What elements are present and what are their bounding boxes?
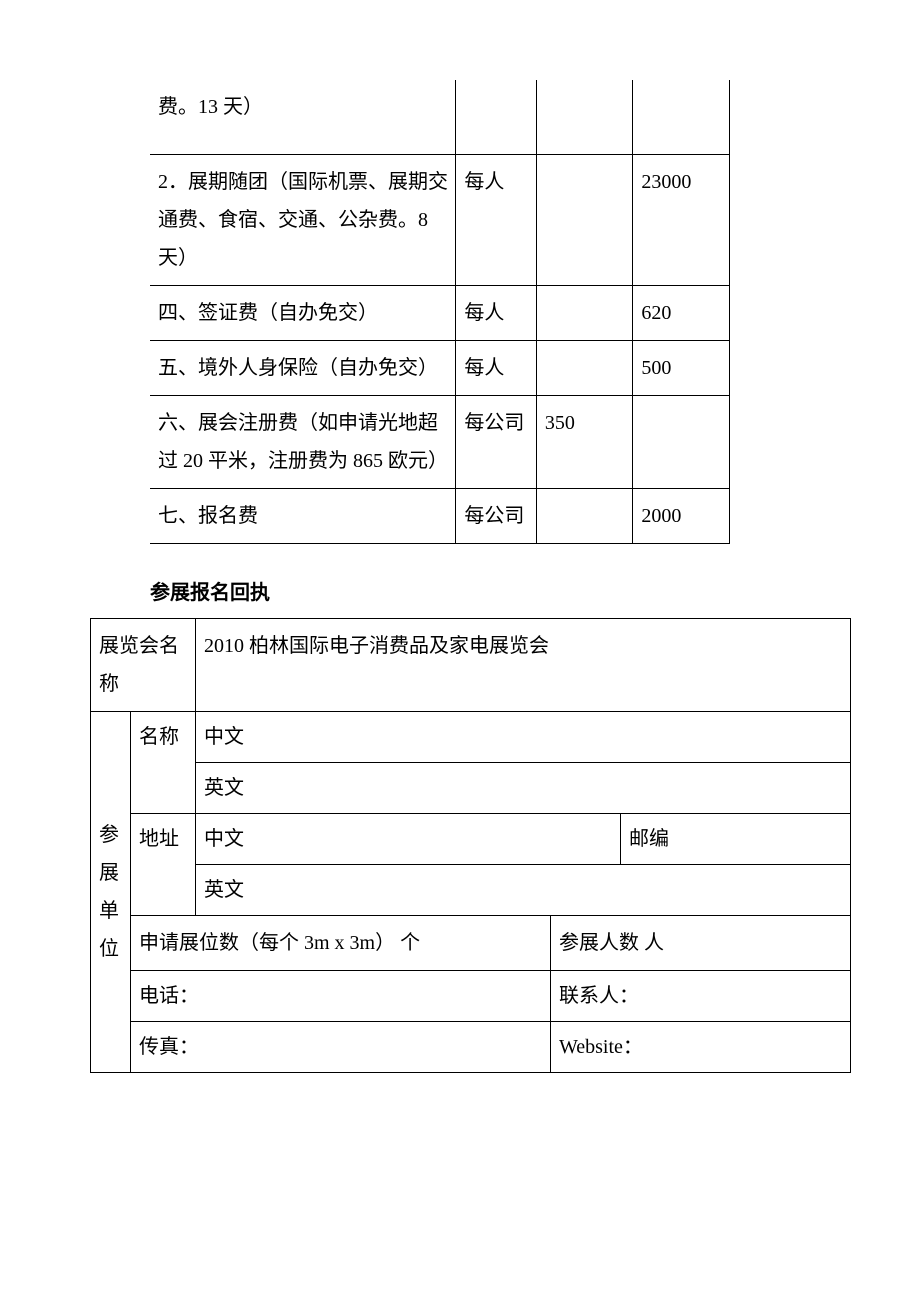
name-cn: 中文 bbox=[196, 712, 851, 763]
unit-label: 参展单位 bbox=[91, 712, 131, 1073]
exhibition-name: 2010 柏林国际电子消费品及家电展览会 bbox=[196, 619, 851, 712]
table-row: 四、签证费（自办免交） 每人 620 bbox=[150, 286, 730, 341]
table-row: 2．展期随团（国际机票、展期交通费、食宿、交通、公杂费。8 天） 每人 2300… bbox=[150, 155, 730, 286]
phone-label: 电话： bbox=[131, 971, 551, 1022]
fee-rmb: 500 bbox=[633, 341, 730, 396]
exhibition-label: 展览会名称 bbox=[91, 619, 196, 712]
fee-rmb: 2000 bbox=[633, 489, 730, 544]
addr-cn: 中文 bbox=[196, 814, 621, 865]
booth-apply: 申请展位数（每个 3m x 3m） 个 bbox=[131, 916, 551, 971]
contact-label: 联系人： bbox=[551, 971, 851, 1022]
postcode-label: 邮编 bbox=[621, 814, 851, 865]
fee-eur bbox=[536, 341, 633, 396]
table-row: 五、境外人身保险（自办免交） 每人 500 bbox=[150, 341, 730, 396]
fee-desc: 六、展会注册费（如申请光地超过 20 平米，注册费为 865 欧元） bbox=[150, 396, 456, 489]
addr-en: 英文 bbox=[196, 865, 851, 916]
website-label: Website： bbox=[551, 1022, 851, 1073]
fee-desc: 2．展期随团（国际机票、展期交通费、食宿、交通、公杂费。8 天） bbox=[150, 155, 456, 286]
fee-eur bbox=[536, 80, 633, 155]
fee-unit: 每公司 bbox=[456, 489, 536, 544]
attendees: 参展人数 人 bbox=[551, 916, 851, 971]
registration-form-table: 展览会名称 2010 柏林国际电子消费品及家电展览会 参展单位 名称 中文 英文… bbox=[90, 618, 851, 1073]
fee-eur: 350 bbox=[536, 396, 633, 489]
fee-rmb bbox=[633, 80, 730, 155]
fee-unit: 每人 bbox=[456, 155, 536, 286]
table-row: 六、展会注册费（如申请光地超过 20 平米，注册费为 865 欧元） 每公司 3… bbox=[150, 396, 730, 489]
table-row: 申请展位数（每个 3m x 3m） 个 参展人数 人 bbox=[91, 916, 851, 971]
fee-desc: 费。13 天） bbox=[150, 80, 456, 155]
table-row: 英文 bbox=[91, 865, 851, 916]
table-row: 地址 中文 邮编 bbox=[91, 814, 851, 865]
fee-unit: 每人 bbox=[456, 341, 536, 396]
fee-unit: 每人 bbox=[456, 286, 536, 341]
form-heading: 参展报名回执 bbox=[150, 574, 860, 612]
fee-unit bbox=[456, 80, 536, 155]
table-row: 费。13 天） bbox=[150, 80, 730, 155]
name-label: 名称 bbox=[131, 712, 196, 814]
fee-desc: 七、报名费 bbox=[150, 489, 456, 544]
table-row: 英文 bbox=[91, 763, 851, 814]
table-row: 参展单位 名称 中文 bbox=[91, 712, 851, 763]
fee-unit: 每公司 bbox=[456, 396, 536, 489]
table-row: 展览会名称 2010 柏林国际电子消费品及家电展览会 bbox=[91, 619, 851, 712]
table-row: 传真： Website： bbox=[91, 1022, 851, 1073]
addr-label: 地址 bbox=[131, 814, 196, 916]
fee-desc: 五、境外人身保险（自办免交） bbox=[150, 341, 456, 396]
fee-rmb: 620 bbox=[633, 286, 730, 341]
table-row: 电话： 联系人： bbox=[91, 971, 851, 1022]
fee-desc: 四、签证费（自办免交） bbox=[150, 286, 456, 341]
fee-eur bbox=[536, 489, 633, 544]
fee-rmb bbox=[633, 396, 730, 489]
table-row: 七、报名费 每公司 2000 bbox=[150, 489, 730, 544]
fee-table: 费。13 天） 2．展期随团（国际机票、展期交通费、食宿、交通、公杂费。8 天）… bbox=[150, 80, 730, 544]
fax-label: 传真： bbox=[131, 1022, 551, 1073]
fee-eur bbox=[536, 286, 633, 341]
name-en: 英文 bbox=[196, 763, 851, 814]
fee-eur bbox=[536, 155, 633, 286]
fee-rmb: 23000 bbox=[633, 155, 730, 286]
